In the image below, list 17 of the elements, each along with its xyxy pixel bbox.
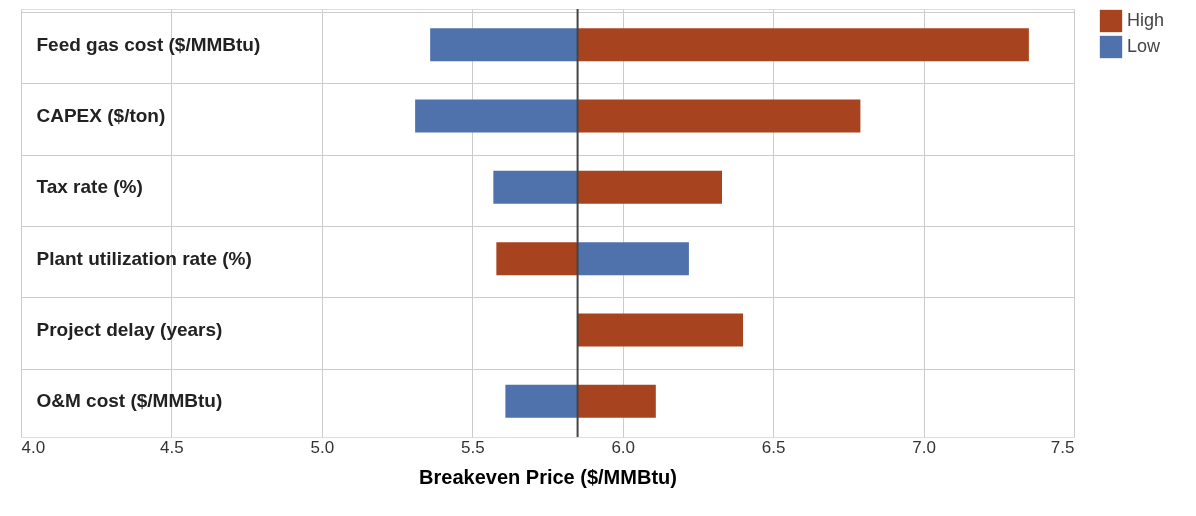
y-tick-label: Project delay (years)	[36, 319, 223, 340]
x-tick-label: 5.5	[460, 437, 485, 457]
y-tick-label: Tax rate (%)	[36, 176, 143, 198]
x-axis-title: Breakeven Price ($/MMBtu)	[419, 465, 677, 488]
y-tick-label: CAPEX ($/ton)	[36, 105, 166, 126]
x-tick-label: 7.5	[1050, 437, 1075, 457]
x-tick-label: 4.0	[21, 437, 46, 457]
x-tick-label: 5.0	[310, 437, 335, 457]
legend-label: High	[1127, 10, 1165, 30]
x-tick-label: 6.5	[761, 437, 786, 457]
y-tick-label: Feed gas cost ($/MMBtu)	[36, 33, 261, 55]
x-tick-label: 7.0	[912, 437, 936, 457]
y-tick-label: O&M cost ($/MMBtu)	[36, 390, 223, 412]
x-tick-label: 4.5	[160, 437, 184, 457]
y-tick-label: Plant utilization rate (%)	[36, 247, 252, 269]
x-tick-label: 6.0	[611, 437, 636, 457]
legend-label: Low	[1127, 36, 1162, 56]
